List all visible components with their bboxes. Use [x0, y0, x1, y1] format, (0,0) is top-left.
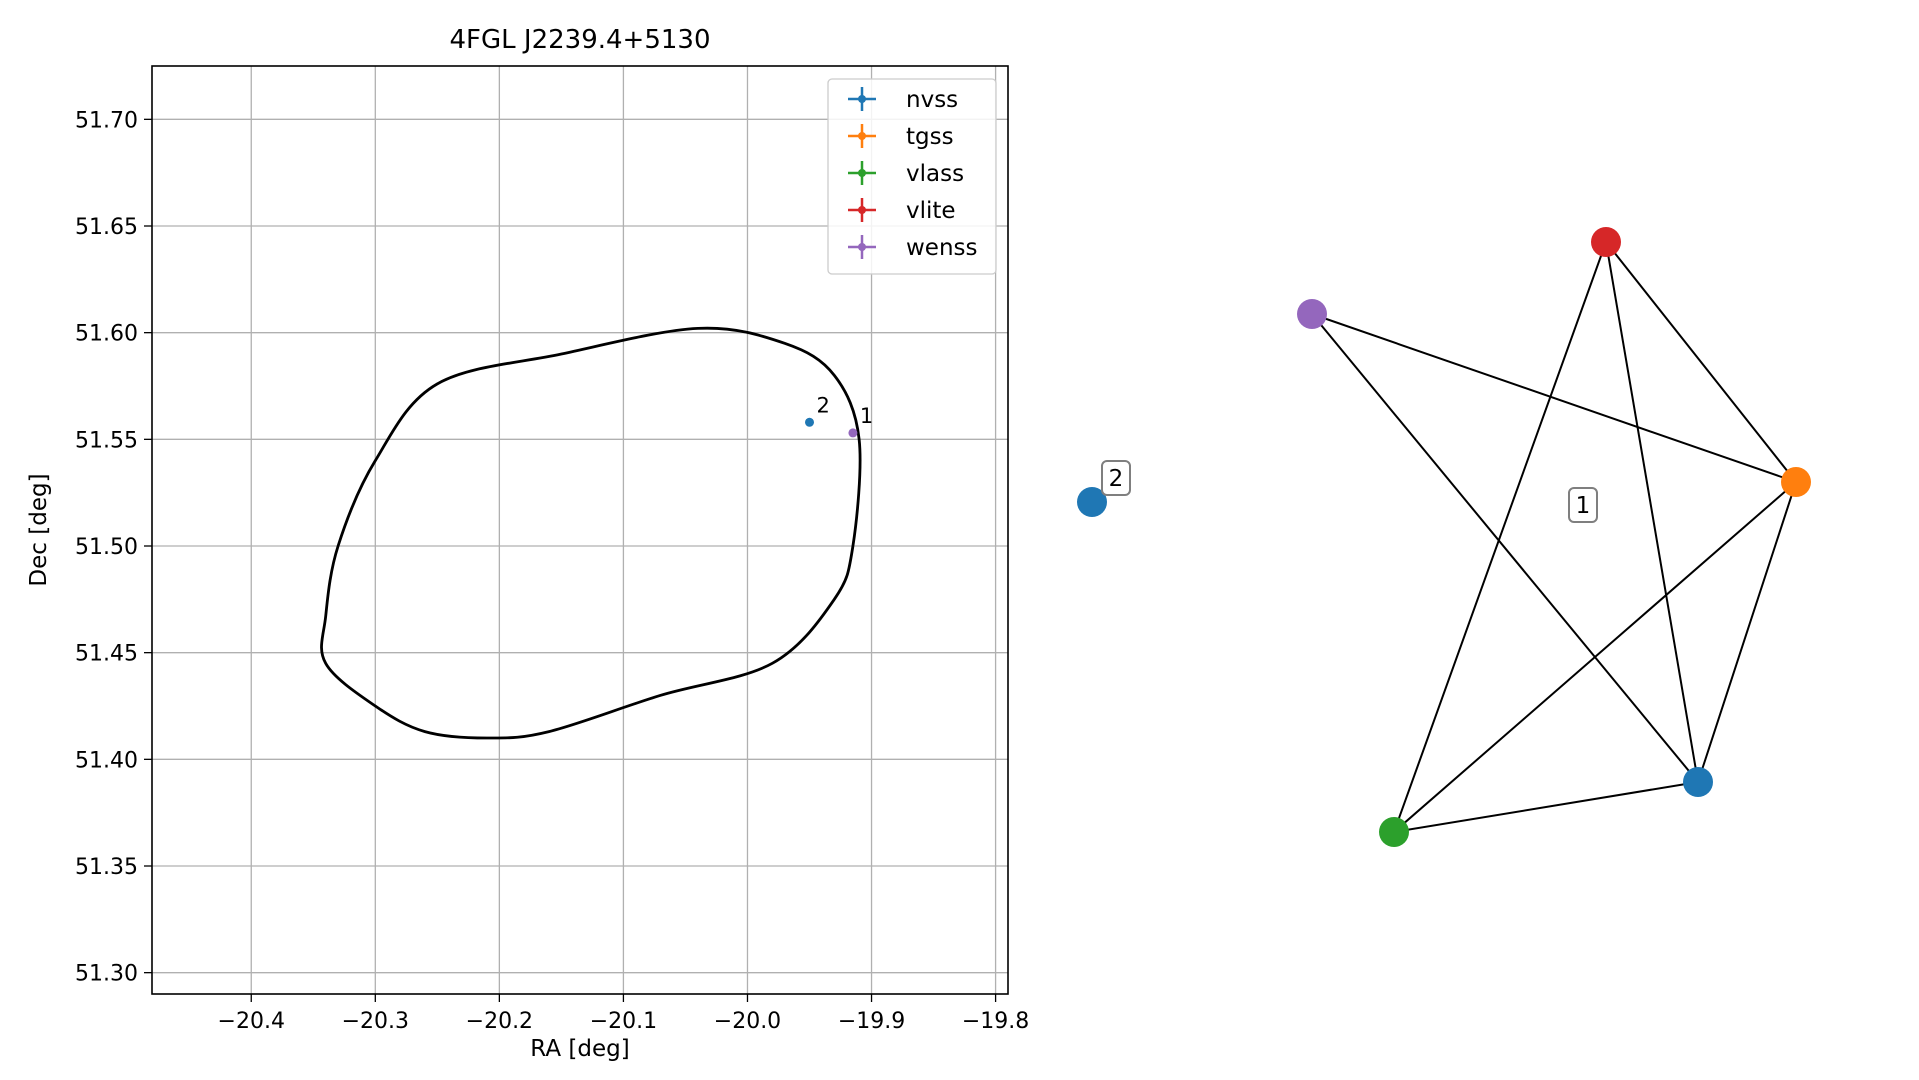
legend-label: nvss — [906, 87, 958, 113]
y-axis-label: Dec [deg] — [26, 473, 52, 586]
x-axis-label: RA [deg] — [530, 1036, 629, 1062]
error-ellipse — [320, 326, 862, 740]
legend-entry-vlass: vlass — [848, 161, 964, 187]
network-group-labels: 12 — [1101, 460, 1598, 523]
x-tick-label: −19.8 — [962, 1009, 1029, 1034]
legend-entry-nvss: nvss — [848, 87, 958, 113]
network-node-vlite — [1591, 227, 1621, 257]
x-axis-ticks: −20.4 −20.3 −20.2 −20.1 −20.0 −19.9 −19.8 — [218, 994, 1029, 1034]
x-tick-label: −20.1 — [590, 1009, 657, 1034]
legend-marker-dot — [858, 95, 866, 103]
network-edge — [1393, 481, 1797, 833]
y-axis-ticks: 51.30 51.35 51.40 51.45 51.50 51.55 51.60 51.65… — [75, 108, 152, 987]
network-edge — [1393, 241, 1607, 833]
source-point-label: 1 — [860, 404, 873, 428]
legend-entry-tgss: tgss — [848, 124, 954, 150]
network-node-vlass — [1379, 817, 1409, 847]
axes-frame — [151, 65, 1009, 995]
y-tick-label: 51.50 — [75, 535, 138, 560]
x-tick-label: −20.0 — [714, 1009, 781, 1034]
legend-label: vlite — [906, 198, 956, 224]
x-tick-label: −20.3 — [342, 1009, 409, 1034]
legend-label: vlass — [906, 161, 964, 187]
y-tick-label: 51.65 — [75, 215, 138, 240]
x-tick-label: −20.4 — [218, 1009, 285, 1034]
y-tick-label: 51.45 — [75, 642, 138, 667]
network-nodes — [1077, 227, 1811, 847]
y-tick-label: 51.60 — [75, 322, 138, 347]
legend-marker-dot — [858, 169, 866, 177]
network-edge — [1605, 241, 1797, 483]
source-point — [805, 417, 815, 427]
network-node-nvss-a — [1683, 767, 1713, 797]
x-tick-label: −19.9 — [838, 1009, 905, 1034]
network-edge — [1311, 313, 1797, 483]
legend-marker-dot — [858, 206, 866, 214]
y-tick-label: 51.40 — [75, 748, 138, 773]
network-edge — [1311, 313, 1699, 783]
legend-marker-dot — [858, 132, 866, 140]
group-label-box — [1101, 460, 1131, 496]
network-edge — [1393, 781, 1699, 833]
source-point-label: 2 — [817, 393, 830, 417]
group-label-text: 1 — [1576, 493, 1591, 519]
source-point — [848, 428, 858, 438]
x-tick-label: −20.2 — [466, 1009, 533, 1034]
network-edge — [1605, 241, 1699, 783]
legend-marker-dot — [858, 243, 866, 251]
legend: nvss tgss vlass vlite wenss — [827, 78, 997, 275]
network-node-nvss-b — [1077, 487, 1107, 517]
group-label: 1 — [1568, 487, 1598, 523]
network-node-wenss — [1297, 299, 1327, 329]
group-label-text: 2 — [1109, 466, 1124, 492]
network-node-tgss — [1781, 467, 1811, 497]
network-edges — [1311, 241, 1797, 833]
legend-entry-vlite: vlite — [848, 198, 956, 224]
network-edge — [1697, 481, 1797, 783]
y-tick-label: 51.30 — [75, 962, 138, 987]
chart-title: 4FGL J2239.4+5130 — [450, 25, 711, 55]
legend-label: wenss — [906, 235, 978, 261]
group-label-box — [1568, 487, 1598, 523]
y-tick-label: 51.70 — [75, 108, 138, 133]
group-label: 2 — [1101, 460, 1131, 496]
legend-entry-wenss: wenss — [848, 235, 978, 261]
y-tick-label: 51.55 — [75, 428, 138, 453]
y-tick-label: 51.35 — [75, 855, 138, 880]
legend-label: tgss — [906, 124, 954, 150]
network-graph: 12 — [1077, 227, 1811, 847]
ellipse-outline — [320, 326, 862, 740]
legend-box — [827, 78, 997, 275]
